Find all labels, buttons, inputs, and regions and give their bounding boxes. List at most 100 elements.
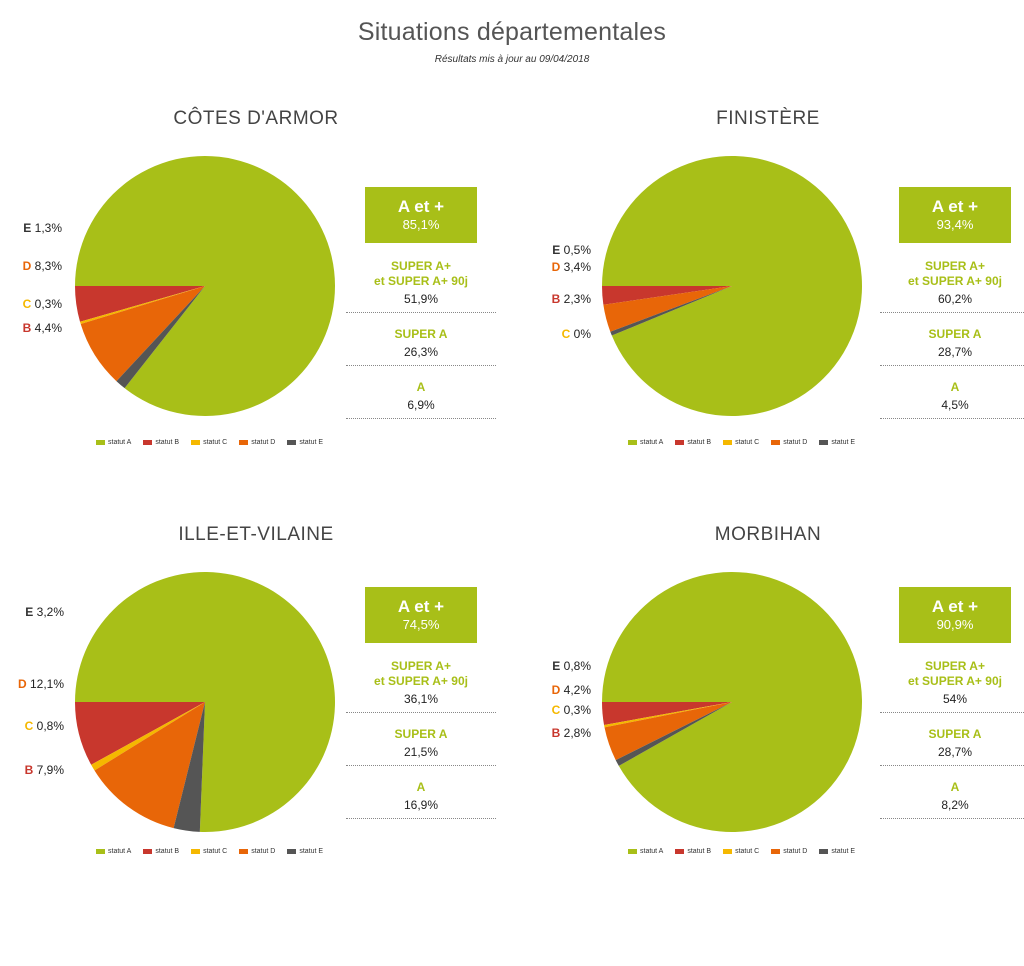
pie-chart: B 4,4%C 0,3%D 8,3%E 1,3% (23, 156, 335, 417)
legend-label: statut D (251, 439, 276, 446)
legend-swatch (675, 849, 685, 854)
legend-swatch (628, 849, 637, 854)
legend-item: statut B (143, 439, 179, 446)
pie-slice-statut-D (80, 286, 205, 382)
slice-label-d: D 8,3% (23, 259, 63, 273)
legend-swatch (675, 440, 685, 445)
legend-swatch (239, 440, 249, 445)
legend-label: statut D (783, 848, 808, 855)
slice-label-letter: D (18, 677, 30, 691)
legend-swatch (771, 849, 781, 854)
summary-box-label: A et + (397, 597, 445, 616)
legend-label: statut B (687, 439, 712, 446)
slice-label-value: 0,3% (564, 703, 592, 717)
pie-chart: B 2,8%C 0,3%D 4,2%E 0,8% (552, 572, 862, 832)
panel-ille-et-vilaine: ILLE-ET-VILAINE B 7,9% C 0,8% D 12,1% E 3,2… (0, 524, 512, 966)
legend-label: statut A (108, 848, 132, 855)
pie-slice-statut-A (602, 156, 862, 417)
stat-value: 28,7% (937, 345, 973, 359)
legend-label: statut C (203, 439, 228, 446)
slice-label-value: 3,2% (37, 605, 65, 619)
stat-value: 54% (942, 692, 968, 706)
slice-label-value: 2,3% (564, 292, 592, 306)
legend-label: statut D (251, 848, 276, 855)
pie-slice-statut-B (602, 702, 732, 725)
legend-item: statut B (143, 848, 179, 855)
legend-item: statut A (628, 439, 663, 446)
stat-group: SUPER A 28,7% (880, 727, 1024, 766)
panel-title: CÔTES D'ARMOR (173, 108, 339, 129)
pie-slice-statut-D (603, 286, 732, 332)
summary-box-value: 85,1% (402, 217, 440, 232)
legend: statut A statut B statut C statut D statut E (96, 439, 323, 446)
stat-group: A 4,5% (880, 380, 1024, 419)
legend-label: statut B (155, 848, 180, 855)
legend-label: statut C (735, 848, 760, 855)
slice-label-b: B 2,3% (552, 292, 592, 306)
slice-label-value: 4,2% (564, 683, 592, 697)
stats-panel: A et +90,9% SUPER A+ et SUPER A+ 90j 54% SUP… (880, 587, 1024, 819)
slice-label-value: 0,5% (564, 243, 592, 257)
stats-panel: A et +74,5% SUPER A+ et SUPER A+ 90j 36,1% S… (346, 587, 496, 819)
stat-group: A 8,2% (880, 780, 1024, 819)
slice-label-value: 3,4% (564, 260, 592, 274)
legend-label: statut B (155, 439, 180, 446)
stat-value: 36,1% (403, 692, 439, 706)
slice-label-value: 4,4% (35, 321, 63, 335)
stat-value: 4,5% (941, 398, 969, 412)
legend-label: statut E (831, 439, 856, 446)
stat-group: SUPER A 21,5% (346, 727, 496, 766)
summary-box-value: 90,9% (936, 617, 974, 632)
slice-label-value: 0% (574, 327, 592, 341)
stat-value: 51,9% (403, 292, 439, 306)
pie-slice-statut-B (75, 286, 205, 322)
legend: statut A statut B statut C statut D statut E (628, 439, 855, 446)
slice-label-letter: B (23, 321, 35, 335)
slice-label-letter: C (562, 327, 574, 341)
slice-label-value: 8,3% (35, 259, 63, 273)
legend-label: statut D (783, 439, 808, 446)
legend: statut A statut B statut C statut D statut E (628, 848, 855, 855)
slice-label-value: 2,8% (564, 726, 592, 740)
panel-cotes-darmor: CÔTES D'ARMOR B 4,4% C 0,3% D 8,3% E 1,3% s… (0, 108, 512, 550)
stat-group: SUPER A+ et SUPER A+ 90j 60,2% (880, 259, 1024, 313)
legend-item: statut C (191, 848, 227, 855)
stat-label: A (416, 380, 426, 394)
pie-slice-statut-D (94, 702, 205, 829)
legend-swatch (819, 440, 829, 445)
slice-label-letter: E (23, 221, 34, 235)
stat-value: 21,5% (403, 745, 439, 759)
slice-label-value: 12,1% (30, 677, 64, 691)
slice-label-c: C 0% (562, 327, 592, 341)
legend-swatch (287, 849, 297, 854)
slice-label-letter: B (25, 763, 37, 777)
stat-label: SUPER A (394, 727, 448, 741)
pie-slice-statut-D (604, 702, 732, 761)
legend-label: statut A (640, 848, 664, 855)
stat-label: SUPER A (928, 727, 982, 741)
stat-group: SUPER A+ et SUPER A+ 90j 36,1% (346, 659, 496, 713)
stat-label: A (416, 780, 426, 794)
slice-label-e: E 0,8% (552, 659, 591, 673)
stats-panel: A et +93,4% SUPER A+ et SUPER A+ 90j 60,2% S… (880, 187, 1024, 419)
summary-box: A et +93,4% (899, 187, 1011, 243)
slice-label-c: C 0,3% (552, 703, 592, 717)
legend-label: statut C (203, 848, 228, 855)
slice-label-d: D 3,4% (552, 260, 592, 274)
pie-slice-statut-E (615, 702, 732, 766)
pie-slice-statut-B (602, 286, 732, 305)
stat-label: A (950, 780, 960, 794)
stat-group: SUPER A 28,7% (880, 327, 1024, 366)
legend-label: statut C (735, 439, 760, 446)
legend-item: statut D (771, 439, 807, 446)
legend-item: statut B (675, 848, 711, 855)
pie-slice-statut-B (75, 702, 205, 765)
summary-box-value: 74,5% (402, 617, 440, 632)
slice-label-letter: C (23, 297, 35, 311)
legend-item: statut E (287, 848, 323, 855)
stat-group: A 16,9% (346, 780, 496, 819)
legend-item: statut C (723, 439, 759, 446)
stat-value: 26,3% (403, 345, 439, 359)
legend-swatch (819, 849, 829, 854)
stat-value: 6,9% (407, 398, 435, 412)
